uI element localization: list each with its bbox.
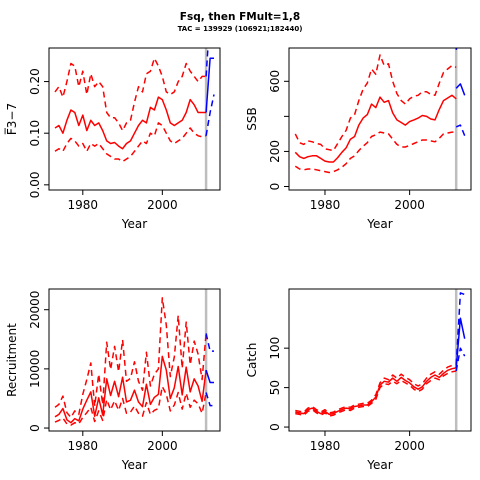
ssb-ytick-label: 600 [268, 70, 282, 93]
ssb-xtick-label: 2000 [394, 198, 425, 212]
ssb-panel: 1980 2000 0 200 600 Year SSB [245, 47, 472, 231]
ssb-hindcast-estimate-line [294, 94, 457, 163]
fbar-ytick-label: 0.00 [28, 171, 42, 198]
recruitment-forecast-lower-line [205, 392, 214, 407]
ssb-forecast-upper-line [455, 48, 458, 50]
fbar-ytick-label: 0.10 [28, 120, 42, 147]
catch-forecast-lower-line [455, 347, 466, 372]
ssb-xtick-label: 1980 [310, 198, 341, 212]
fbar-xtick-label: 1980 [68, 198, 99, 212]
recruitment-hindcast-upper-line [54, 297, 207, 419]
fbar-panel: 1980 2000 0.00 0.10 0.20 Year F̅3−7 [4, 47, 221, 231]
recruitment-x-axis-label: Year [121, 458, 147, 472]
catch-hindcast-upper-line [295, 363, 457, 414]
recruitment-forecast-upper-line [205, 333, 214, 352]
ssb-y-axis-label: SSB [245, 107, 259, 130]
ssb-ytick-label: 0 [268, 183, 282, 191]
ssb-forecast-lower-line [455, 124, 466, 136]
catch-ytick-label: 0 [268, 423, 282, 431]
ssb-ytick-label: 200 [268, 140, 282, 163]
fbar-hindcast-estimate-line [54, 96, 207, 150]
catch-plot-frame [288, 288, 472, 432]
fbar-ytick-label: 0.20 [28, 68, 42, 95]
catch-xtick-label: 1980 [310, 439, 341, 453]
ssb-hindcast-upper-line [294, 54, 457, 152]
fbar-forecast-estimate-line [205, 57, 214, 113]
catch-ytick-label: 100 [268, 337, 282, 360]
recruitment-plot-frame [48, 288, 221, 432]
figure-subtitle: TAC = 139929 (106921;182440) [178, 25, 303, 33]
catch-x-axis-label: Year [366, 458, 392, 472]
fbar-hindcast-lower-line [54, 122, 207, 163]
fbar-xtick-label: 2000 [147, 198, 178, 212]
catch-hindcast-estimate-line [295, 367, 457, 416]
recruitment-forecast-estimate-line [205, 369, 214, 384]
catch-hindcast-lower-line [295, 370, 457, 417]
catch-y-axis-label: Catch [245, 343, 259, 378]
fbar-y-axis-label: F̅3−7 [4, 103, 19, 135]
fbar-hindcast-upper-line [54, 57, 207, 132]
recruitment-xtick-label: 1980 [68, 439, 99, 453]
catch-forecast-upper-line [455, 292, 465, 365]
recruitment-hindcast-lower-line [54, 385, 207, 426]
fbar-forecast-lower-line [205, 94, 215, 136]
ssb-plot-frame [288, 47, 472, 191]
ssb-x-axis-label: Year [366, 217, 392, 231]
catch-panel: 1980 2000 0 50 100 Year Catch [245, 288, 472, 472]
fbar-plot-frame [48, 47, 221, 191]
ssb-hindcast-lower-line [294, 131, 457, 174]
figure-title: Fsq, then FMult=1,8 [180, 11, 300, 23]
catch-xtick-label: 2000 [394, 439, 425, 453]
fbar-forecast-upper-line [205, 48, 209, 77]
recruitment-ytick-label: 0 [28, 424, 42, 432]
ssb-forecast-estimate-line [455, 83, 466, 96]
recruitment-y-axis-label: Recruitment [5, 323, 19, 397]
catch-ytick-label: 50 [268, 380, 282, 395]
fbar-x-axis-label: Year [121, 217, 147, 231]
recruitment-xtick-label: 2000 [147, 439, 178, 453]
recruitment-ytick-label: 20000 [28, 291, 42, 329]
recruitment-hindcast-estimate-line [54, 355, 207, 424]
recruitment-ytick-label: 10000 [28, 350, 42, 388]
